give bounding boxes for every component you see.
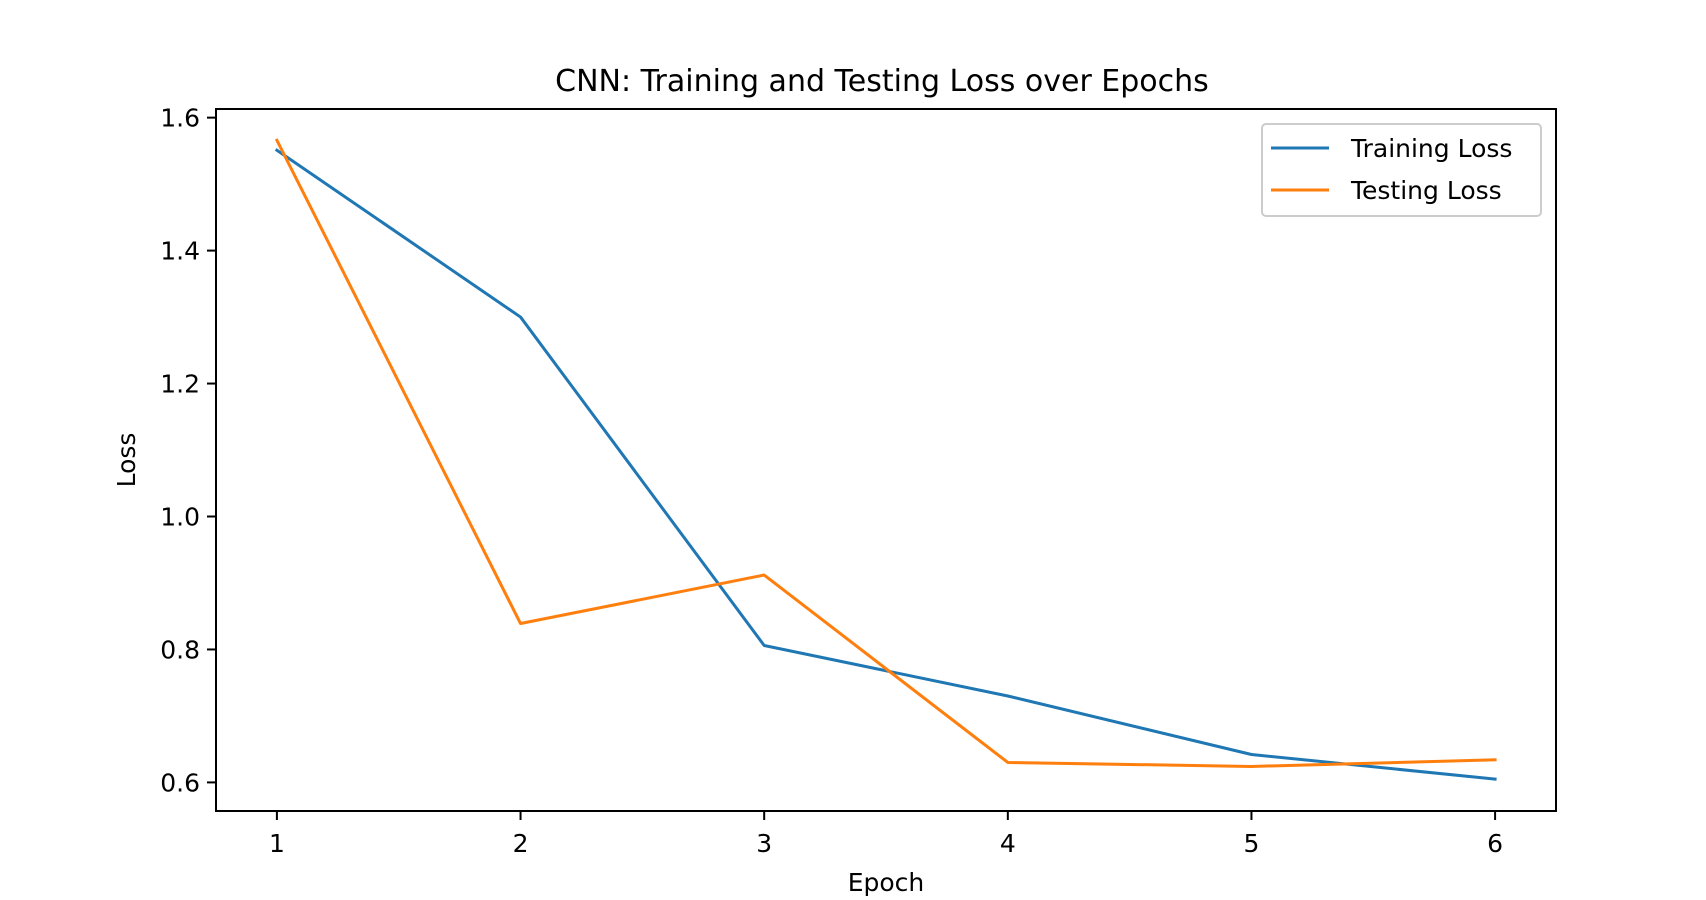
y-tick-label: 1.2 bbox=[160, 370, 200, 399]
series-line-training-loss bbox=[274, 148, 1497, 781]
series-line-testing-loss bbox=[274, 138, 1497, 768]
x-tick-label: 2 bbox=[513, 829, 529, 858]
x-axis-title: Epoch bbox=[848, 868, 925, 897]
plot-area-frame bbox=[215, 108, 1557, 812]
x-tick-label: 6 bbox=[1487, 829, 1503, 858]
y-tick-label: 1.6 bbox=[160, 104, 200, 133]
y-tick-label: 0.6 bbox=[160, 768, 200, 797]
legend: Training Loss Testing Loss bbox=[1261, 123, 1542, 217]
x-tick-label: 4 bbox=[1000, 829, 1016, 858]
y-axis-title: Loss bbox=[112, 433, 141, 488]
x-tick-label: 3 bbox=[756, 829, 772, 858]
y-tick-label: 1.4 bbox=[160, 237, 200, 266]
chart-title: CNN: Training and Testing Loss over Epoc… bbox=[555, 64, 1209, 99]
series-layer bbox=[274, 138, 1497, 781]
y-axis: 0.6 0.8 1.0 1.2 1.4 1.6 bbox=[160, 104, 216, 797]
legend-frame bbox=[1261, 123, 1542, 217]
y-tick-label: 0.8 bbox=[160, 635, 200, 664]
y-tick-label: 1.0 bbox=[160, 503, 200, 532]
x-tick-label: 5 bbox=[1244, 829, 1260, 858]
x-axis: 1 2 3 4 5 6 bbox=[269, 811, 1503, 858]
legend-label-testing-loss: Testing Loss bbox=[1350, 176, 1502, 205]
legend-label-training-loss: Training Loss bbox=[1350, 134, 1512, 163]
x-tick-label: 1 bbox=[269, 829, 285, 858]
